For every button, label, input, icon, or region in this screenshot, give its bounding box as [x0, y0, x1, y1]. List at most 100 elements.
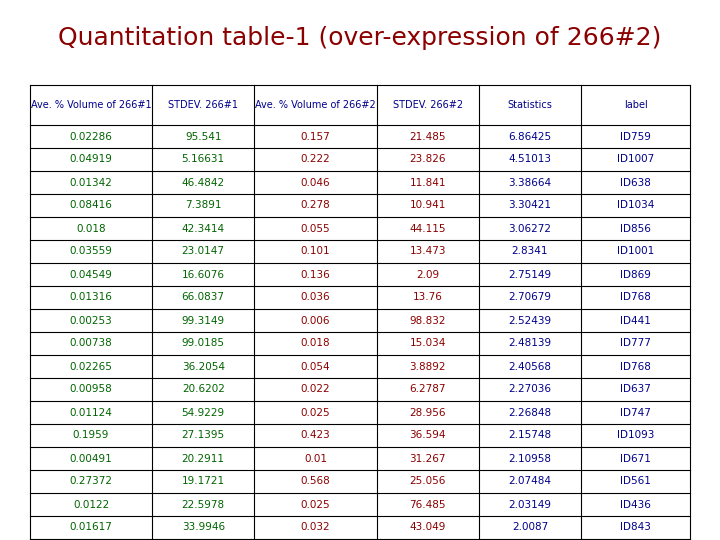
Text: 98.832: 98.832: [410, 315, 446, 326]
Text: Ave. % Volume of 266#1: Ave. % Volume of 266#1: [31, 100, 151, 110]
Text: 0.025: 0.025: [301, 500, 330, 510]
Text: ID759: ID759: [620, 132, 651, 141]
Text: 44.115: 44.115: [410, 224, 446, 233]
Text: 2.15748: 2.15748: [508, 430, 552, 441]
Text: 0.055: 0.055: [301, 224, 330, 233]
Text: 95.541: 95.541: [185, 132, 222, 141]
Text: ID768: ID768: [620, 293, 651, 302]
Text: 2.40568: 2.40568: [508, 361, 552, 372]
Text: 15.034: 15.034: [410, 339, 446, 348]
Text: ID637: ID637: [620, 384, 651, 395]
Text: 0.04919: 0.04919: [70, 154, 112, 165]
Text: 99.3149: 99.3149: [181, 315, 225, 326]
Text: 23.826: 23.826: [410, 154, 446, 165]
Text: 46.4842: 46.4842: [181, 178, 225, 187]
Text: 0.00253: 0.00253: [70, 315, 112, 326]
Text: 0.01342: 0.01342: [70, 178, 112, 187]
Text: 2.75149: 2.75149: [508, 269, 552, 280]
Text: 2.26848: 2.26848: [508, 408, 552, 417]
Text: label: label: [624, 100, 647, 110]
Text: 25.056: 25.056: [410, 476, 446, 487]
Text: 3.30421: 3.30421: [508, 200, 552, 211]
Text: ID671: ID671: [620, 454, 651, 463]
Text: 0.27372: 0.27372: [70, 476, 112, 487]
Text: 0.00491: 0.00491: [70, 454, 112, 463]
Text: 0.022: 0.022: [301, 384, 330, 395]
Text: 5.16631: 5.16631: [181, 154, 225, 165]
Text: 0.006: 0.006: [301, 315, 330, 326]
Text: 2.8341: 2.8341: [512, 246, 548, 256]
Text: 13.76: 13.76: [413, 293, 443, 302]
Text: 2.07484: 2.07484: [508, 476, 552, 487]
Text: 16.6076: 16.6076: [181, 269, 225, 280]
Text: ID638: ID638: [620, 178, 651, 187]
Text: 2.03149: 2.03149: [508, 500, 552, 510]
Text: 31.267: 31.267: [410, 454, 446, 463]
Text: 0.01617: 0.01617: [70, 523, 112, 532]
Text: ID869: ID869: [620, 269, 651, 280]
Text: ID1001: ID1001: [617, 246, 654, 256]
Text: ID856: ID856: [620, 224, 651, 233]
Text: 36.2054: 36.2054: [181, 361, 225, 372]
Text: 20.6202: 20.6202: [182, 384, 225, 395]
Text: 0.02286: 0.02286: [70, 132, 112, 141]
Text: 7.3891: 7.3891: [185, 200, 222, 211]
Text: 2.48139: 2.48139: [508, 339, 552, 348]
Text: ID1034: ID1034: [617, 200, 654, 211]
Text: 2.70679: 2.70679: [508, 293, 552, 302]
Text: 0.046: 0.046: [301, 178, 330, 187]
Text: ID768: ID768: [620, 361, 651, 372]
Text: 3.06272: 3.06272: [508, 224, 552, 233]
Text: ID747: ID747: [620, 408, 651, 417]
Text: ID441: ID441: [620, 315, 651, 326]
Text: 0.568: 0.568: [300, 476, 330, 487]
Text: 0.1959: 0.1959: [73, 430, 109, 441]
Text: 0.0122: 0.0122: [73, 500, 109, 510]
Text: 0.08416: 0.08416: [70, 200, 112, 211]
Text: 42.3414: 42.3414: [181, 224, 225, 233]
Text: 2.09: 2.09: [416, 269, 439, 280]
Text: 0.01124: 0.01124: [70, 408, 112, 417]
Text: 0.054: 0.054: [301, 361, 330, 372]
Text: 21.485: 21.485: [410, 132, 446, 141]
Text: 0.025: 0.025: [301, 408, 330, 417]
Text: ID843: ID843: [620, 523, 651, 532]
Text: 0.02265: 0.02265: [70, 361, 112, 372]
Text: ID1093: ID1093: [617, 430, 654, 441]
Text: 2.27036: 2.27036: [508, 384, 552, 395]
Text: 0.018: 0.018: [301, 339, 330, 348]
Text: 0.278: 0.278: [300, 200, 330, 211]
Text: 0.032: 0.032: [301, 523, 330, 532]
Text: 0.136: 0.136: [300, 269, 330, 280]
Text: 33.9946: 33.9946: [181, 523, 225, 532]
Text: 0.00738: 0.00738: [70, 339, 112, 348]
Text: 0.101: 0.101: [301, 246, 330, 256]
Text: 0.01316: 0.01316: [70, 293, 112, 302]
Text: 2.0087: 2.0087: [512, 523, 548, 532]
Text: Ave. % Volume of 266#2: Ave. % Volume of 266#2: [255, 100, 376, 110]
Text: ID777: ID777: [620, 339, 651, 348]
Text: 3.38664: 3.38664: [508, 178, 552, 187]
Text: 6.86425: 6.86425: [508, 132, 552, 141]
Text: 20.2911: 20.2911: [181, 454, 225, 463]
Text: Quantitation table-1 (over-expression of 266#2): Quantitation table-1 (over-expression of…: [58, 26, 662, 50]
Text: 19.1721: 19.1721: [181, 476, 225, 487]
Text: 0.018: 0.018: [76, 224, 106, 233]
Text: ID561: ID561: [620, 476, 651, 487]
Text: 4.51013: 4.51013: [508, 154, 552, 165]
Text: 0.222: 0.222: [300, 154, 330, 165]
Text: 66.0837: 66.0837: [181, 293, 225, 302]
Text: 11.841: 11.841: [410, 178, 446, 187]
Text: ID436: ID436: [620, 500, 651, 510]
Text: 43.049: 43.049: [410, 523, 446, 532]
Text: 10.941: 10.941: [410, 200, 446, 211]
Text: 0.04549: 0.04549: [70, 269, 112, 280]
Text: 3.8892: 3.8892: [410, 361, 446, 372]
Text: ID1007: ID1007: [617, 154, 654, 165]
Text: 23.0147: 23.0147: [181, 246, 225, 256]
Text: 28.956: 28.956: [410, 408, 446, 417]
Text: 6.2787: 6.2787: [410, 384, 446, 395]
Text: 13.473: 13.473: [410, 246, 446, 256]
Text: 0.036: 0.036: [301, 293, 330, 302]
Text: 99.0185: 99.0185: [181, 339, 225, 348]
